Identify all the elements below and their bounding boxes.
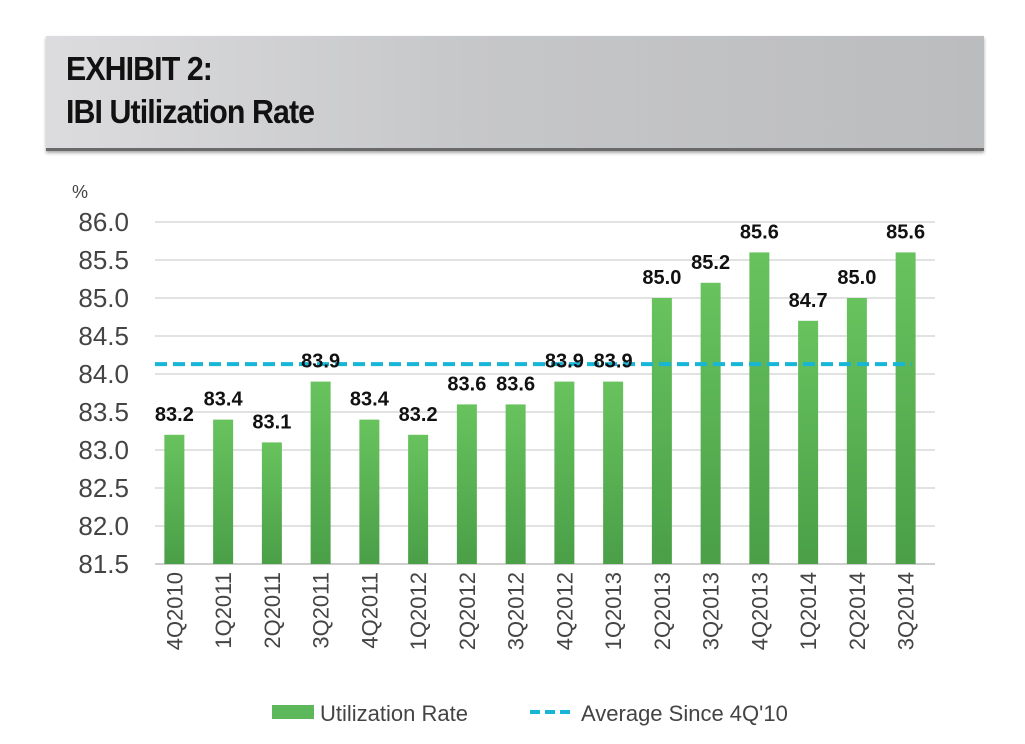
y-tick-label: 84.0 bbox=[78, 359, 129, 389]
y-axis: 81.5 82.0 82.5 83.0 83.5 84.0 84.5 85.0 85.5 86.0 bbox=[78, 207, 129, 579]
bar bbox=[408, 434, 429, 564]
data-label: 83.2 bbox=[399, 404, 438, 426]
data-labels: 83.2 83.4 83.1 83.9 83.4 83.2 83.6 83.6 83.9 83.9… bbox=[155, 221, 925, 433]
data-label: 85.0 bbox=[837, 267, 876, 289]
y-tick-label: 86.0 bbox=[78, 207, 129, 237]
x-tick-label: 1Q2012 bbox=[406, 572, 431, 650]
data-label: 85.0 bbox=[642, 267, 681, 289]
data-label: 84.7 bbox=[789, 290, 828, 312]
bar bbox=[798, 320, 819, 564]
data-label: 83.9 bbox=[545, 351, 584, 373]
x-tick-label: 4Q2013 bbox=[747, 572, 772, 650]
y-axis-unit-label: % bbox=[72, 182, 88, 202]
chart-title: IBI Utilization Rate bbox=[66, 93, 315, 130]
x-tick-label: 4Q2010 bbox=[162, 572, 187, 650]
x-tick-label: 2Q2014 bbox=[845, 572, 870, 650]
x-tick-label: 1Q2011 bbox=[211, 572, 236, 649]
data-label: 85.6 bbox=[886, 221, 925, 243]
y-tick-label: 82.5 bbox=[78, 473, 129, 503]
x-tick-label: 1Q2013 bbox=[601, 572, 626, 650]
bar bbox=[700, 282, 721, 564]
data-label: 83.1 bbox=[252, 411, 291, 433]
y-tick-label: 83.5 bbox=[78, 397, 129, 427]
legend-label-utilization: Utilization Rate bbox=[320, 701, 468, 726]
legend-label-average: Average Since 4Q'10 bbox=[581, 701, 788, 726]
bar bbox=[310, 381, 331, 564]
x-tick-label: 2Q2011 bbox=[260, 572, 285, 649]
data-label: 83.2 bbox=[155, 404, 194, 426]
bar bbox=[749, 252, 770, 564]
bar bbox=[505, 404, 526, 564]
x-tick-label: 3Q2014 bbox=[894, 572, 919, 650]
bar bbox=[213, 419, 234, 564]
bar bbox=[554, 381, 575, 564]
x-tick-label: 3Q2011 bbox=[309, 572, 334, 649]
bar bbox=[261, 442, 282, 564]
exhibit-number: EXHIBIT 2: bbox=[66, 50, 213, 87]
y-tick-label: 81.5 bbox=[78, 549, 129, 579]
data-label: 83.4 bbox=[204, 389, 244, 411]
y-tick-label: 82.0 bbox=[78, 511, 129, 541]
bar bbox=[895, 252, 916, 564]
data-label: 83.9 bbox=[594, 351, 633, 373]
bar bbox=[456, 404, 477, 564]
data-label: 85.6 bbox=[740, 221, 779, 243]
legend-swatch-utilization bbox=[272, 705, 314, 719]
x-tick-label: 4Q2011 bbox=[357, 572, 382, 649]
x-tick-label: 2Q2013 bbox=[650, 572, 675, 650]
y-tick-label: 85.0 bbox=[78, 283, 129, 313]
data-label: 83.6 bbox=[447, 373, 486, 395]
bar bbox=[603, 381, 624, 564]
x-axis: 4Q2010 1Q2011 2Q2011 3Q2011 4Q2011 1Q2012 2Q20… bbox=[162, 572, 918, 650]
data-label: 83.9 bbox=[301, 351, 340, 373]
x-tick-label: 1Q2014 bbox=[796, 572, 821, 650]
y-tick-label: 85.5 bbox=[78, 245, 129, 275]
bar bbox=[846, 298, 867, 564]
bars bbox=[164, 252, 916, 564]
x-tick-label: 3Q2012 bbox=[504, 572, 529, 650]
data-label: 83.6 bbox=[496, 373, 535, 395]
bar bbox=[359, 419, 380, 564]
x-tick-label: 3Q2013 bbox=[699, 572, 724, 650]
data-label: 83.4 bbox=[350, 389, 390, 411]
legend: Utilization Rate Average Since 4Q'10 bbox=[272, 701, 788, 726]
y-tick-label: 84.5 bbox=[78, 321, 129, 351]
y-tick-label: 83.0 bbox=[78, 435, 129, 465]
exhibit-header: EXHIBIT 2: IBI Utilization Rate bbox=[46, 36, 984, 151]
x-tick-label: 2Q2012 bbox=[455, 572, 480, 650]
bar bbox=[651, 298, 672, 564]
x-tick-label: 4Q2012 bbox=[552, 572, 577, 650]
bar bbox=[164, 434, 185, 564]
data-label: 85.2 bbox=[691, 252, 730, 274]
